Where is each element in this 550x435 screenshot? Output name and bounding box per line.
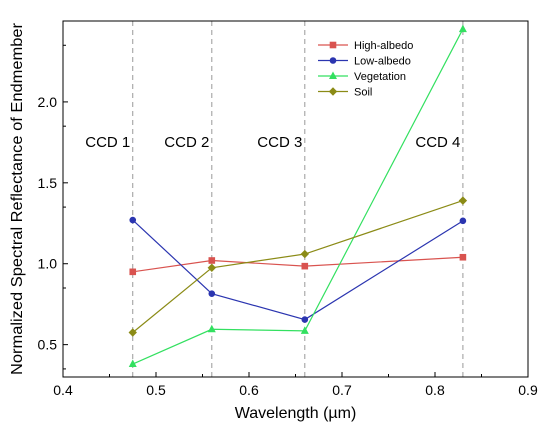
data-point-high-albedo	[208, 257, 216, 264]
legend-marker-high-albedo	[329, 41, 337, 49]
data-point-low-albedo	[129, 216, 137, 224]
series-line-high-albedo	[132, 256, 463, 273]
x-tick-label: 0.4	[53, 382, 73, 398]
ccd-label-4: CCD 4	[415, 134, 460, 151]
ccd-label-3: CCD 3	[257, 134, 302, 151]
legend-label-low-albedo: Low-albedo	[354, 56, 411, 68]
legend-marker-soil	[328, 87, 338, 96]
legend-marker-low-albedo	[329, 57, 337, 64]
data-point-soil	[458, 196, 468, 205]
data-point-low-albedo	[459, 217, 467, 225]
legend-marker-vegetation	[329, 71, 337, 79]
x-axis-title: Wavelength (µm)	[235, 405, 357, 422]
x-tick-label: 0.6	[239, 382, 259, 398]
ccd-label-2: CCD 2	[164, 134, 209, 151]
y-tick-label: 0.5	[38, 337, 58, 353]
data-point-high-albedo	[129, 268, 137, 276]
ccd-labels: CCD 1 CCD 2 CCD 3 CCD 4	[85, 134, 460, 151]
x-tick-label: 0.5	[146, 382, 166, 398]
ccd-band-lines	[132, 21, 464, 377]
legend: High-albedo Low-albedo Vegetation Soil	[318, 40, 413, 99]
data-point-vegetation	[458, 24, 467, 33]
x-tick-label: 0.8	[425, 382, 445, 398]
x-tick-label: 0.9	[518, 382, 538, 398]
series-line-vegetation	[132, 28, 464, 365]
axis-ticks: 0.4 0.5 0.6 0.7 0.8 0.9 0.5 1.0 1.5 2.0	[38, 44, 538, 398]
data-point-soil	[207, 263, 216, 272]
ccd-label-1: CCD 1	[85, 134, 130, 151]
data-point-soil	[300, 249, 309, 259]
data-point-low-albedo	[208, 290, 216, 297]
y-tick-label: 1.0	[38, 256, 58, 272]
legend-label-soil: Soil	[354, 87, 372, 99]
x-tick-label: 0.7	[332, 382, 352, 398]
y-tick-label: 2.0	[38, 94, 58, 110]
legend-label-vegetation: Vegetation	[354, 71, 406, 83]
series-line-soil	[132, 200, 464, 333]
plot-frame	[62, 20, 529, 378]
data-point-soil	[128, 328, 137, 337]
data-point-vegetation	[207, 324, 216, 333]
data-point-high-albedo	[301, 262, 309, 270]
data-point-low-albedo	[301, 316, 309, 323]
series-group	[128, 24, 468, 368]
data-point-high-albedo	[459, 253, 467, 261]
y-tick-label: 1.5	[38, 175, 58, 191]
data-point-vegetation	[128, 359, 137, 368]
legend-label-high-albedo: High-albedo	[354, 40, 413, 52]
series-line-low-albedo	[132, 219, 464, 321]
y-axis-title: Normalized Spectral Reflectance of Endme…	[9, 22, 26, 375]
data-point-vegetation	[300, 326, 309, 334]
